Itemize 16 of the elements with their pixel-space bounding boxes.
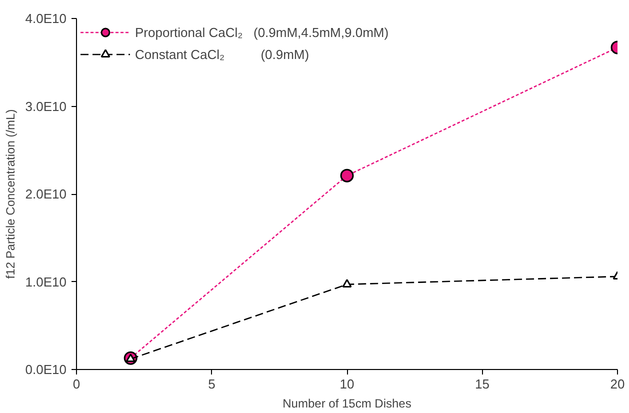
y-tick-label: 2.0E10 [25,186,66,202]
legend-label: Proportional CaCl₂ (0.9mM,4.5mM,9.0mM) [135,24,389,40]
x-axis-title: Number of 15cm Dishes [282,396,412,410]
x-tick-label: 0 [72,376,80,392]
x-tick-label: 10 [340,376,354,392]
point [342,279,352,288]
legend-label: Constant CaCl₂ (0.9mM) [135,46,310,62]
y-tick-label: 0.0E10 [25,362,66,377]
y-axis-title: f12 Particle Concentration (/mL) [3,109,18,279]
x-tick-label: 15 [475,376,490,392]
x-tick-label: 20 [610,376,625,392]
point [340,168,354,182]
y-tick-label: 1.0E10 [25,274,66,290]
y-tick-label: 4.0E10 [25,11,66,26]
x-tick-label: 5 [208,376,216,392]
y-tick-label: 3.0E10 [25,98,66,114]
